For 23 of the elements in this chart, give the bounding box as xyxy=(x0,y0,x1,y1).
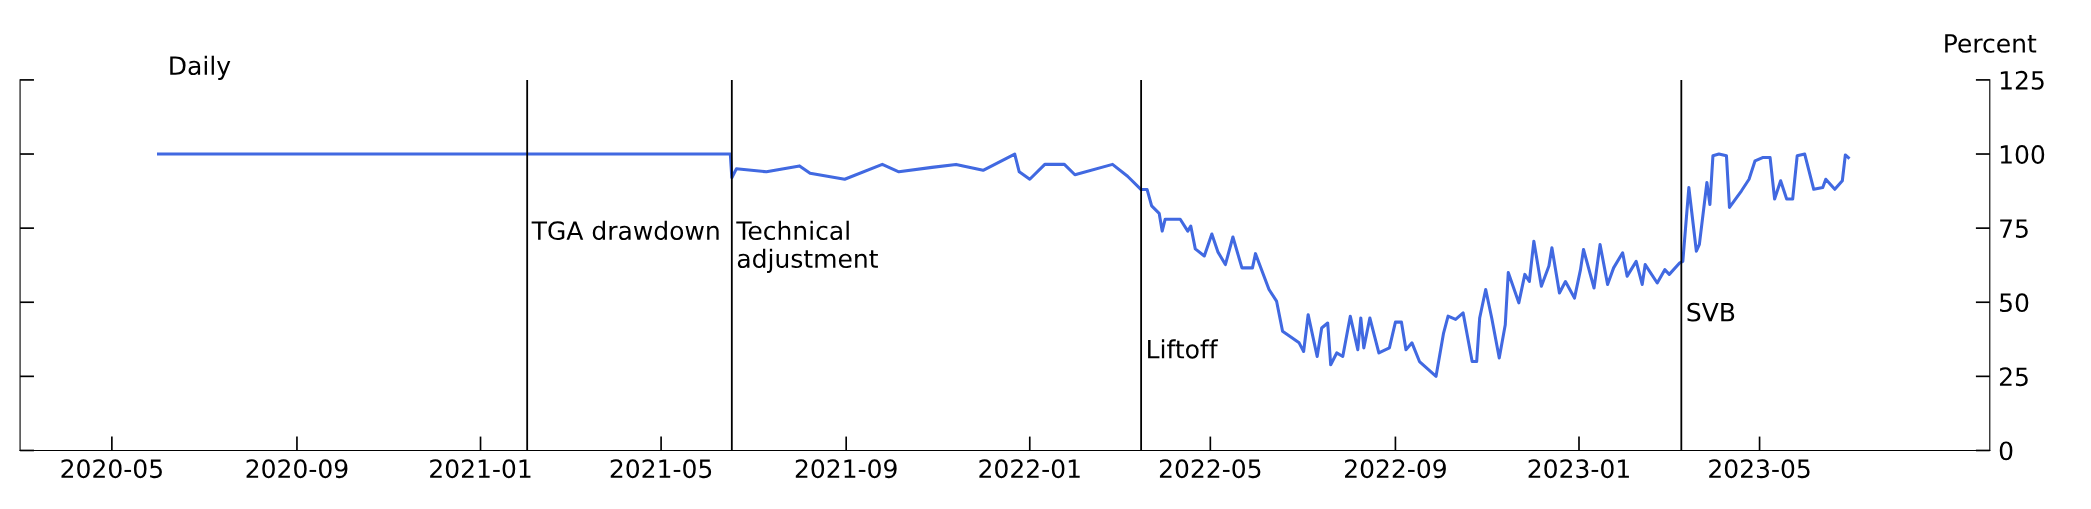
x-tick-label: 2023-05 xyxy=(1709,459,1810,479)
x-tick-label: 2020-09 xyxy=(246,459,348,479)
x-tick-label: 2022-09 xyxy=(1345,459,1446,479)
y-tick-label: 75 xyxy=(2000,219,2028,238)
y-tick-label: 0 xyxy=(1999,441,2013,461)
ref-line-label: Liftoff xyxy=(1148,339,1219,359)
y-tick-label: 125 xyxy=(2000,70,2044,90)
y-axis-title: Percent xyxy=(1945,34,2037,53)
y-tick-label: 50 xyxy=(2000,293,2029,313)
line-series xyxy=(156,152,1850,378)
y-tick-label: 100 xyxy=(2000,144,2045,164)
x-tick-label: 2021-05 xyxy=(610,459,712,479)
x-tick-label: 2023-01 xyxy=(1528,459,1629,479)
x-tick-label: 2022-01 xyxy=(979,459,1080,479)
ref-line-label: TGA drawdown xyxy=(531,220,719,241)
ref-line-label: Technical adjustment xyxy=(736,220,878,273)
x-tick-label: 2020-05 xyxy=(61,459,162,479)
y-tick-label: 25 xyxy=(1999,367,2028,387)
x-tick-label: 2021-01 xyxy=(430,459,531,479)
x-tick-label: 2022-05 xyxy=(1159,459,1261,479)
ref-line-label: SVB xyxy=(1687,302,1735,322)
annotation: Daily xyxy=(170,55,231,80)
x-tick-label: 2021-09 xyxy=(795,459,897,479)
